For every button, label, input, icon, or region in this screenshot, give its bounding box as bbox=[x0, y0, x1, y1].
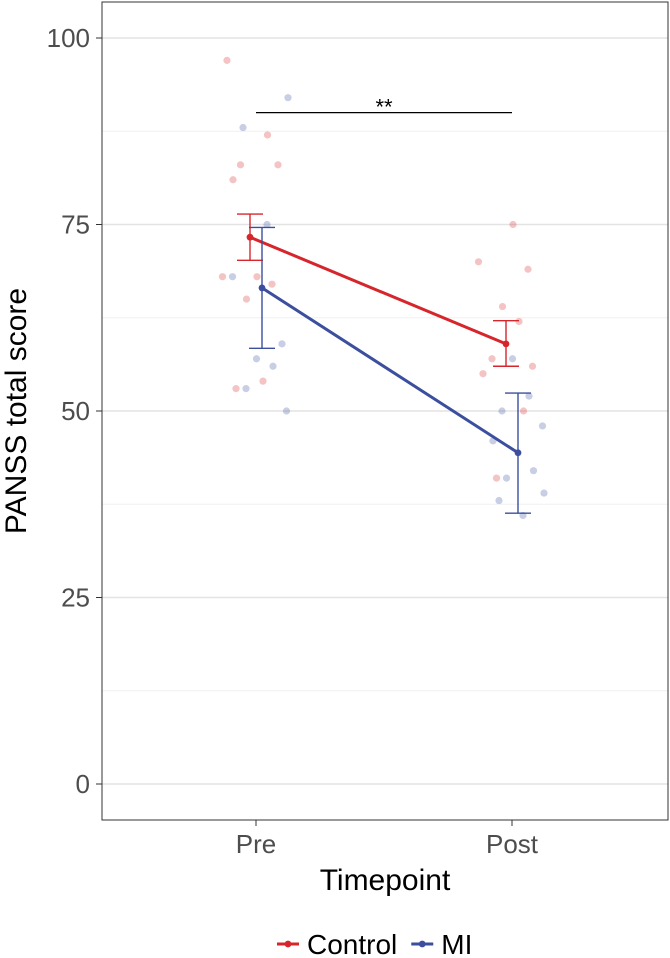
data-point-mi bbox=[529, 467, 538, 475]
data-point-mi bbox=[502, 474, 511, 482]
data-point-control bbox=[519, 407, 528, 415]
data-point-mi bbox=[282, 407, 291, 415]
data-point-control bbox=[515, 317, 523, 326]
data-point-mi bbox=[525, 392, 533, 400]
data-point-mi bbox=[284, 94, 292, 102]
data-point-control bbox=[274, 161, 282, 169]
mean-point-control bbox=[502, 340, 510, 348]
y-tick-label: 100 bbox=[47, 23, 90, 53]
data-point-control bbox=[524, 265, 532, 273]
legend-key-point-mi bbox=[418, 940, 426, 948]
data-point-mi bbox=[540, 489, 548, 497]
data-point-mi bbox=[263, 220, 271, 229]
mean-point-control bbox=[246, 233, 254, 241]
data-point-control bbox=[242, 295, 251, 303]
data-point-control bbox=[218, 273, 227, 281]
data-point-control bbox=[528, 362, 537, 370]
significance-label: ** bbox=[375, 95, 393, 120]
data-point-control bbox=[474, 258, 483, 266]
grid-layer bbox=[102, 37, 668, 785]
y-tick-label: 75 bbox=[61, 210, 90, 240]
data-point-control bbox=[479, 370, 487, 378]
x-axis-title: Timepoint bbox=[320, 864, 451, 897]
mean-line-mi bbox=[261, 286, 519, 455]
data-point-control bbox=[488, 355, 496, 363]
legend-label-control: Control bbox=[307, 929, 397, 958]
significance-layer: ** bbox=[256, 95, 512, 120]
mean-line-control bbox=[249, 235, 507, 346]
data-point-mi bbox=[278, 340, 286, 348]
y-tick-label: 50 bbox=[61, 396, 90, 426]
legend-key-point-control bbox=[284, 940, 292, 948]
data-point-control bbox=[259, 377, 267, 385]
data-point-control bbox=[229, 176, 237, 184]
axis-layer: 0 25 50 75 100 Pre Post bbox=[47, 23, 539, 859]
mean-point-mi bbox=[514, 449, 522, 457]
data-point-control bbox=[236, 161, 245, 169]
data-point-mi bbox=[242, 385, 250, 393]
data-point-mi bbox=[252, 355, 261, 363]
data-point-mi bbox=[508, 355, 517, 363]
data-point-control bbox=[268, 280, 276, 288]
x-tick-label: Post bbox=[486, 829, 539, 859]
data-point-control bbox=[223, 56, 231, 64]
legend-label-mi: MI bbox=[441, 929, 472, 958]
y-axis-title: PANSS total score bbox=[0, 288, 33, 534]
data-point-control bbox=[263, 131, 272, 139]
y-tick-label: 25 bbox=[61, 583, 90, 613]
data-point-mi bbox=[239, 123, 247, 132]
legend: Control MI bbox=[277, 929, 472, 958]
data-point-control bbox=[492, 474, 501, 482]
data-point-control bbox=[253, 273, 261, 281]
points-layer bbox=[218, 56, 548, 520]
data-point-control bbox=[232, 385, 240, 393]
mean-point-mi bbox=[258, 284, 266, 292]
data-point-mi bbox=[538, 422, 547, 430]
lines-layer bbox=[237, 213, 531, 514]
data-point-control bbox=[498, 302, 507, 311]
data-point-mi bbox=[269, 362, 277, 370]
y-tick-label: 0 bbox=[76, 769, 90, 799]
x-tick-label: Pre bbox=[236, 829, 276, 859]
data-point-mi bbox=[495, 496, 503, 505]
data-point-mi bbox=[498, 407, 506, 415]
data-point-control bbox=[509, 220, 517, 229]
data-point-mi bbox=[228, 273, 237, 281]
